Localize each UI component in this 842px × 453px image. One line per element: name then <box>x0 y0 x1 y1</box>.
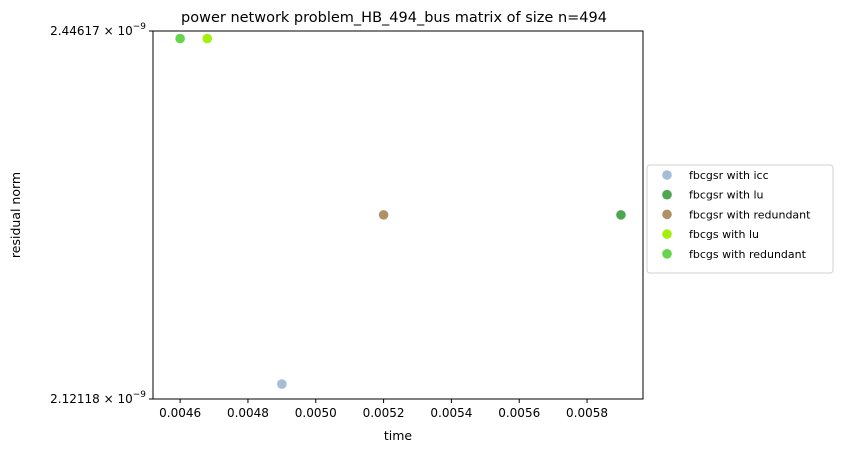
legend-label: fbcgsr with redundant <box>689 208 811 221</box>
legend-box <box>646 164 834 274</box>
data-point <box>277 379 287 389</box>
x-tick-label: 0.0052 <box>363 406 405 420</box>
x-tick-label: 0.0058 <box>566 406 608 420</box>
x-axis-label: time <box>384 428 413 443</box>
legend-marker <box>662 229 672 239</box>
data-point <box>616 210 626 220</box>
y-tick-label: 2.44617 × 10−9 <box>50 22 146 38</box>
x-tick-label: 0.0056 <box>498 406 540 420</box>
y-axis: 2.12118 × 10−9 2.44617 × 10−9 <box>50 22 153 406</box>
legend-label: fbcgs with lu <box>689 228 759 241</box>
legend-label: fbcgs with redundant <box>689 248 807 261</box>
y-axis-label: residual norm <box>8 172 23 258</box>
data-point <box>378 210 389 220</box>
legend-marker <box>662 249 672 259</box>
x-tick-label: 0.0048 <box>227 406 269 420</box>
plot-frame <box>152 30 644 400</box>
x-tick-label: 0.0054 <box>430 406 472 420</box>
legend-marker <box>662 170 672 180</box>
x-tick-label: 0.0046 <box>159 406 201 420</box>
y-tick-label: 2.12118 × 10−9 <box>50 390 146 406</box>
legend-marker <box>662 209 672 220</box>
legend: fbcgsr with icc fbcgsr with lu fbcgsr with… <box>646 164 834 274</box>
data-points <box>175 33 626 389</box>
data-point <box>202 33 213 44</box>
data-point <box>175 33 185 44</box>
chart-title: power network problem_HB_494_bus matrix … <box>181 10 607 26</box>
plot-area <box>153 31 643 399</box>
x-tick-label: 0.0050 <box>295 406 337 420</box>
legend-marker <box>662 189 672 200</box>
x-axis: 0.0046 0.0048 0.0050 0.0052 0.0054 0.0056 0.00… <box>159 399 608 420</box>
legend-label: fbcgsr with lu <box>689 189 764 202</box>
legend-label: fbcgsr with icc <box>689 169 769 182</box>
